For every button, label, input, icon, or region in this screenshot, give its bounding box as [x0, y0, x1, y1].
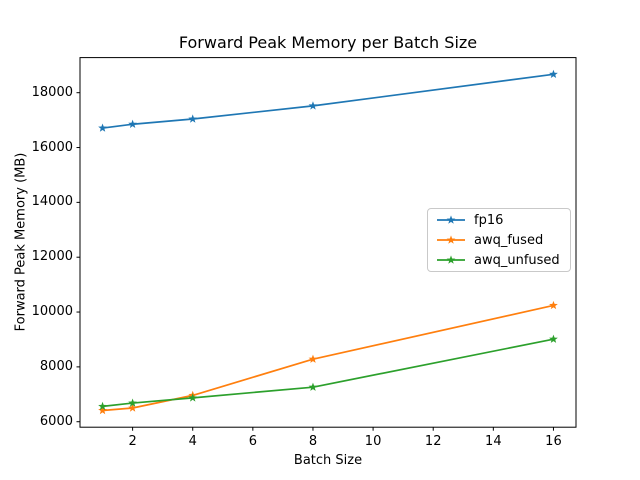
data-point-star-icon [308, 354, 318, 363]
legend-label: awq_fused [474, 232, 544, 248]
data-point-star-icon [128, 403, 137, 412]
legend-label: fp16 [474, 212, 504, 228]
y-tick-label: 14000 [31, 194, 73, 210]
x-axis-label: Batch Size [293, 453, 363, 468]
legend: fp16 awq_fused awq_unfused [427, 208, 571, 272]
data-point-star-icon [549, 69, 558, 79]
x-tick-label: 14 [485, 434, 502, 450]
data-point-star-icon [98, 405, 107, 415]
series-line-awq_fused [102, 304, 554, 412]
data-point-star-icon [128, 398, 137, 407]
data-point-star-icon [98, 401, 107, 411]
y-tick-label: 6000 [39, 413, 73, 429]
line-star-marker-icon [437, 255, 465, 264]
legend-label: awq_unfused [474, 252, 560, 268]
x-tick-label: 10 [364, 434, 382, 450]
x-tick-label: 6 [248, 434, 257, 450]
data-point-star-icon [308, 382, 318, 391]
x-tick-label: 8 [308, 434, 318, 450]
chart-title: Forward Peak Memory per Batch Size [178, 33, 478, 52]
y-tick-label: 10000 [31, 304, 73, 320]
plot-frame [79, 57, 577, 428]
data-point-star-icon [128, 119, 137, 128]
legend-item-fp16: fp16 [436, 211, 562, 230]
y-tick-label: 8000 [39, 358, 73, 374]
y-tick-label: 12000 [31, 249, 73, 265]
x-tick-label: 12 [424, 434, 442, 450]
series-line-fp16 [102, 73, 554, 129]
x-tick-label: 16 [545, 434, 562, 450]
data-point-star-icon [188, 114, 198, 123]
data-point-star-icon [549, 334, 558, 343]
y-tick-label: 16000 [31, 139, 73, 155]
legend-item-awq-fused: awq_fused [436, 231, 562, 250]
series-line-awq_unfused [102, 338, 554, 408]
x-tick-label: 4 [188, 434, 197, 450]
y-tick-label: 18000 [31, 84, 73, 100]
legend-item-awq-unfused: awq_unfused [436, 251, 562, 270]
line-star-marker-icon [437, 215, 465, 224]
data-point-star-icon [98, 123, 107, 132]
x-tick-label: 2 [128, 434, 137, 450]
data-point-star-icon [549, 300, 558, 310]
data-point-star-icon [188, 393, 198, 402]
data-point-star-icon [308, 101, 318, 110]
line-star-marker-icon [437, 235, 465, 244]
